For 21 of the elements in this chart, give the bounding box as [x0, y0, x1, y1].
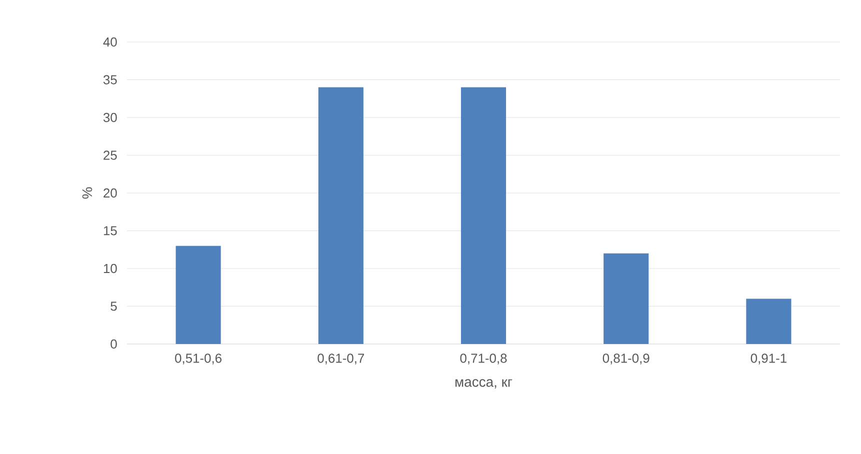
bar [746, 298, 792, 344]
x-tick-label: 0,81-0,9 [602, 354, 650, 364]
y-tick-label: 15 [104, 226, 117, 236]
bar [460, 87, 506, 344]
y-tick-label: 0 [110, 339, 117, 349]
y-tick-label: 25 [104, 150, 117, 160]
y-tick-label: 30 [103, 112, 117, 122]
bar [318, 87, 364, 344]
bar [176, 246, 221, 344]
x-tick-label: 0,51-0,6 [175, 354, 222, 364]
x-tick-label: 0,61-0,7 [318, 354, 364, 364]
x-tick-label: 0,91-1 [750, 354, 786, 364]
y-tick-label: 20 [104, 188, 117, 198]
y-tick-label: 35 [103, 75, 117, 84]
bar [604, 253, 649, 344]
x-axis-title: масса, кг [455, 379, 512, 388]
y-axis-title: % [82, 187, 92, 199]
y-tick-label: 10 [104, 264, 117, 274]
y-tick-label: 40 [103, 37, 117, 47]
x-tick-label: 0,71-0,8 [460, 354, 507, 364]
y-tick-label: 5 [110, 302, 117, 311]
